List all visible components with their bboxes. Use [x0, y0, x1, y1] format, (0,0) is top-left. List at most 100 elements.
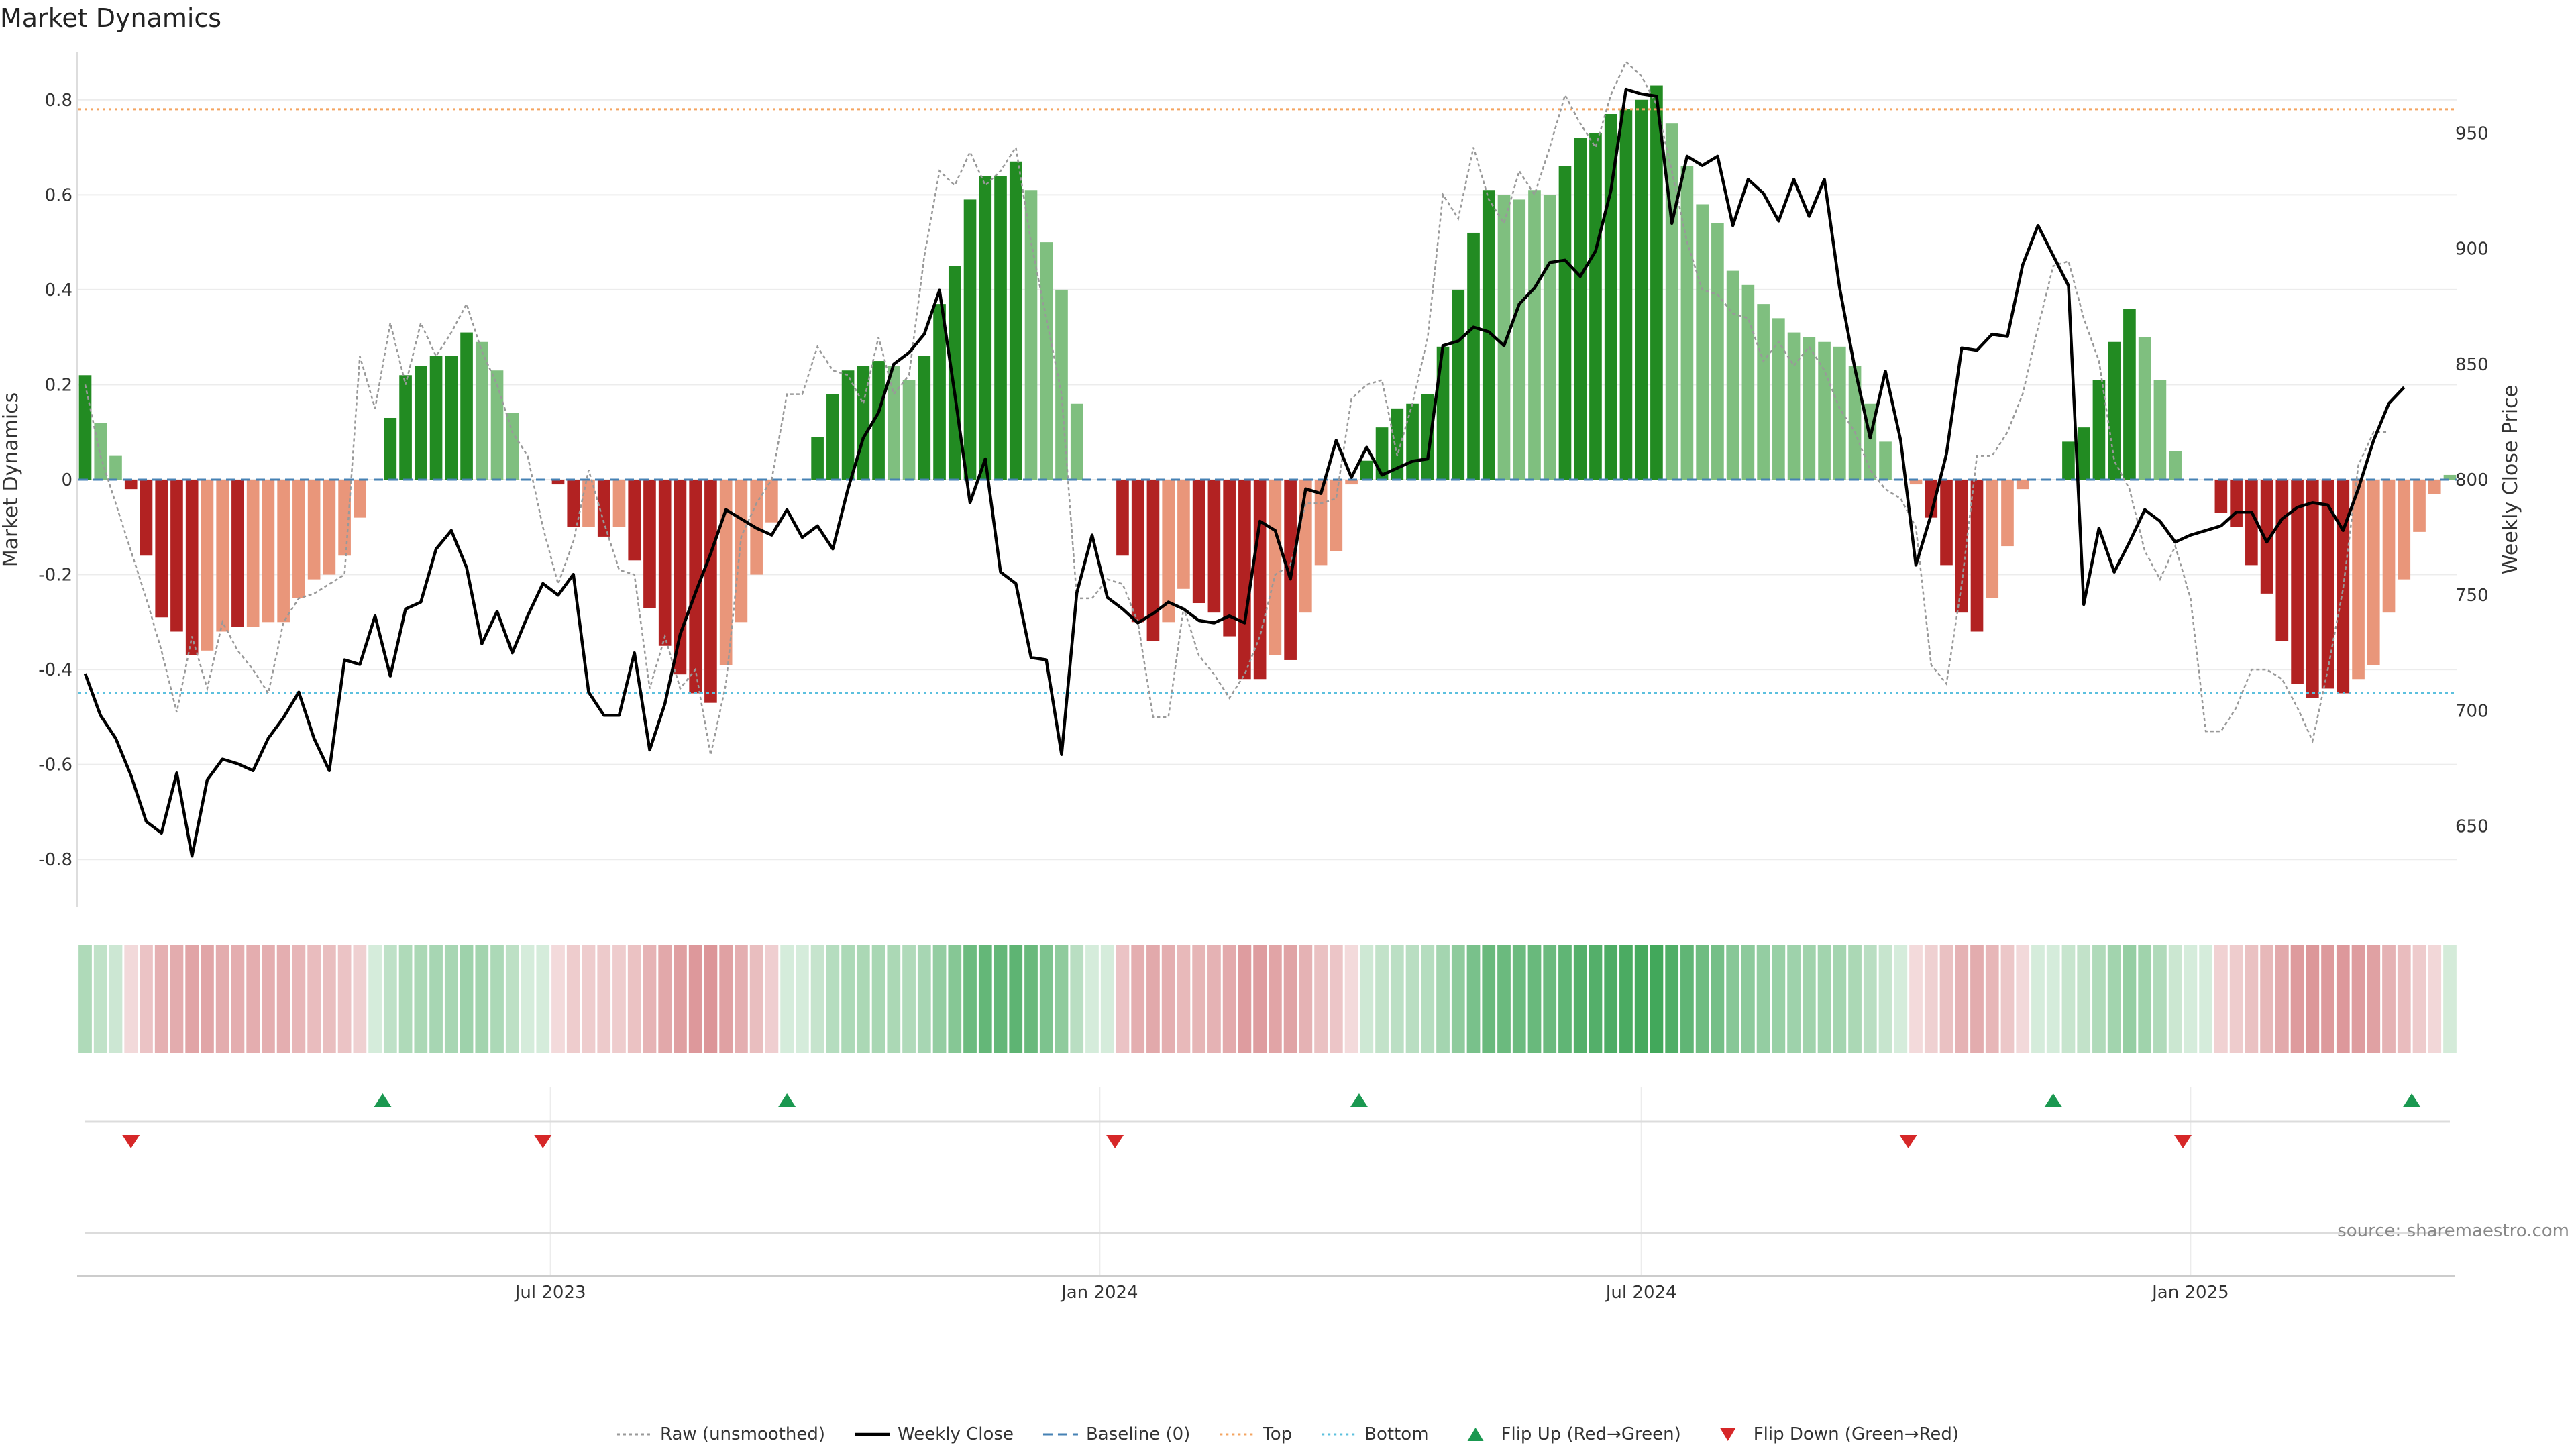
bar — [155, 480, 168, 618]
bar — [643, 480, 656, 608]
strip-cell — [1985, 945, 1999, 1053]
bar — [918, 356, 931, 480]
strip-cell — [201, 945, 214, 1053]
bar — [490, 370, 504, 480]
strip-cell — [566, 945, 580, 1053]
bar — [2062, 441, 2075, 480]
bar — [1543, 195, 1556, 480]
bar — [506, 413, 519, 480]
legend-item: Flip Down (Green→Red) — [1719, 1424, 1959, 1444]
legend-swatch — [1467, 1428, 1484, 1441]
strip-cell — [2229, 945, 2243, 1053]
strip-cell — [1269, 945, 1282, 1053]
strip-cell — [1360, 945, 1374, 1053]
bar — [933, 304, 946, 480]
strip-cell — [1863, 945, 1877, 1053]
bar — [1131, 480, 1144, 623]
bar — [674, 480, 687, 675]
bar — [1513, 199, 1526, 480]
bar — [292, 480, 305, 598]
strip-cell — [1787, 945, 1801, 1053]
bar — [1070, 403, 1083, 480]
strip-cell — [796, 945, 809, 1053]
bar — [231, 480, 244, 627]
left-tick-label: 0.6 — [45, 185, 72, 205]
strip-cell — [154, 945, 168, 1053]
right-tick-label: 650 — [2455, 816, 2489, 837]
flip-down-marker — [534, 1135, 552, 1148]
bar — [1223, 480, 1236, 637]
strip-cell — [1238, 945, 1252, 1053]
strip-cell — [2199, 945, 2212, 1053]
bar — [354, 480, 366, 518]
legend-label: Bottom — [1364, 1424, 1428, 1444]
strip-cell — [1329, 945, 1343, 1053]
strip-cell — [597, 945, 611, 1053]
strip-cell — [353, 945, 367, 1053]
bar — [2382, 480, 2396, 613]
strip-cell — [674, 945, 687, 1053]
bar — [445, 356, 458, 480]
legend-item: Raw (unsmoothed) — [616, 1424, 825, 1444]
bar — [1574, 138, 1587, 480]
strip-cell — [1131, 945, 1145, 1053]
bar — [841, 370, 855, 480]
strip-cell — [978, 945, 992, 1053]
strip-cell — [292, 945, 306, 1053]
strip-cell — [2184, 945, 2198, 1053]
left-tick-label: 0.2 — [45, 375, 72, 395]
bar — [1162, 480, 1175, 623]
strip-cell — [1024, 945, 1038, 1053]
flip-markers-panel — [85, 1087, 2450, 1276]
bar — [323, 480, 336, 575]
strip-cell — [1482, 945, 1496, 1053]
strip-cell — [521, 945, 535, 1053]
strip-cell — [765, 945, 779, 1053]
strip-cell — [810, 945, 824, 1053]
flip-down-marker — [1106, 1135, 1124, 1148]
strip-cell — [1665, 945, 1679, 1053]
strip-cell — [444, 945, 458, 1053]
strip-cell — [2275, 945, 2289, 1053]
bar — [2428, 480, 2441, 494]
strip-cell — [1466, 945, 1481, 1053]
strip-cell — [429, 945, 443, 1053]
bar — [429, 356, 443, 480]
bar — [1208, 480, 1221, 613]
bar — [277, 480, 290, 623]
strip-cell — [231, 945, 245, 1053]
legend-item: Bottom — [1322, 1424, 1429, 1444]
strip-cell — [2092, 945, 2106, 1053]
strip-cell — [1009, 945, 1023, 1053]
strip-cell — [871, 945, 885, 1053]
strip-cell — [2107, 945, 2121, 1053]
strip-cell — [1634, 945, 1648, 1053]
strip-cell — [1116, 945, 1130, 1053]
strip-cell — [78, 945, 92, 1053]
left-tick-label: -0.8 — [38, 850, 72, 870]
bar — [1116, 480, 1129, 556]
strip-cell — [917, 945, 931, 1053]
bar — [2398, 480, 2411, 580]
legend-item: Top — [1220, 1424, 1292, 1444]
strip-cell — [276, 945, 290, 1053]
bar — [2153, 380, 2167, 480]
bar — [399, 375, 412, 480]
flip-up-marker — [1350, 1093, 1368, 1107]
source-note: source: sharemaestro.com — [2337, 1221, 2569, 1241]
strip-cell — [887, 945, 901, 1053]
bar — [1711, 223, 1724, 480]
bar — [1177, 480, 1190, 589]
bar — [1833, 346, 1846, 480]
strip-cell — [1405, 945, 1419, 1053]
strip-cell — [505, 945, 519, 1053]
date-tick-label: Jul 2024 — [1605, 1283, 1677, 1303]
strip-cell — [93, 945, 107, 1053]
strip-cell — [215, 945, 229, 1053]
bar — [1406, 403, 1419, 480]
strip-cell — [704, 945, 718, 1053]
strip-cell — [1192, 945, 1206, 1053]
strip-cell — [735, 945, 748, 1053]
legend-label: Flip Up (Red→Green) — [1501, 1424, 1681, 1444]
